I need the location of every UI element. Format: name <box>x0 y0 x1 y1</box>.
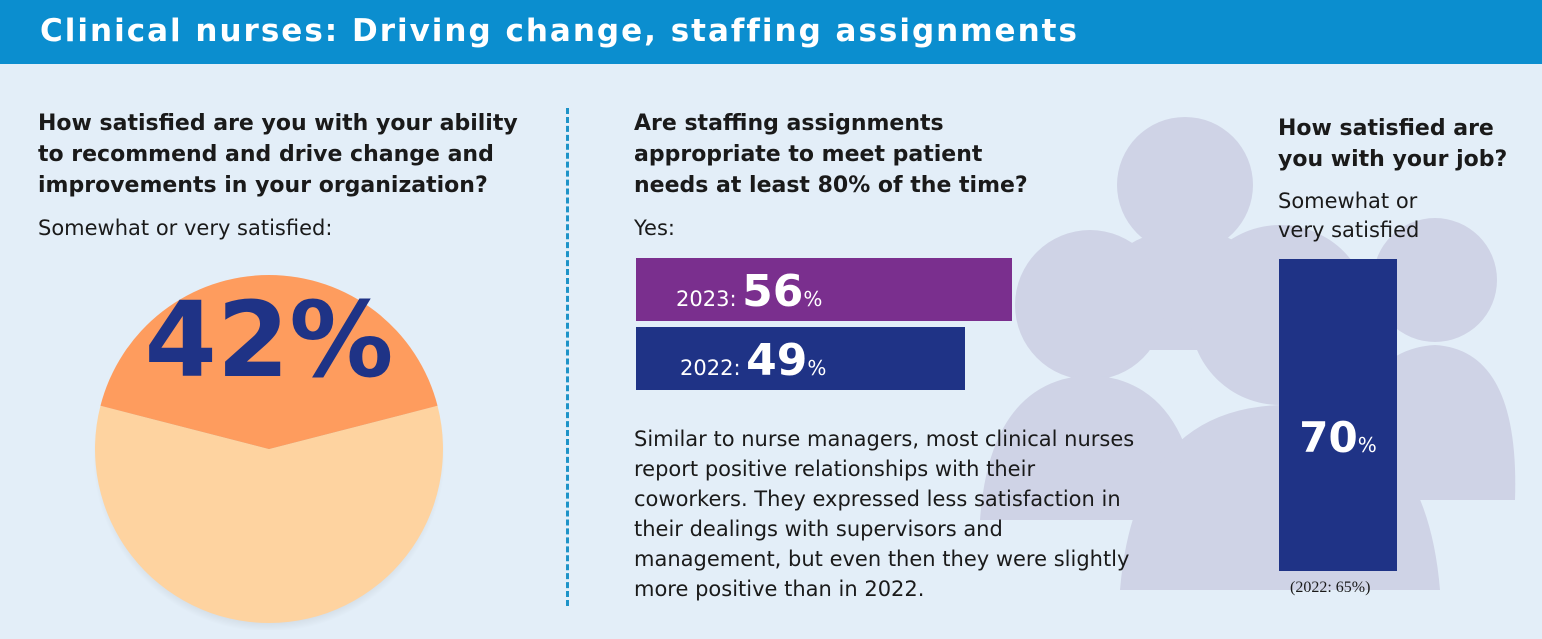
page-title: Clinical nurses: Driving change, staffin… <box>40 13 1079 49</box>
bar-2023 <box>636 258 1012 321</box>
bar-label-2022: 2022: 49% <box>680 335 826 386</box>
job-satisfaction-pct: % <box>1357 433 1377 457</box>
job-satisfaction-value: 70 <box>1299 413 1358 462</box>
left-label: Somewhat or very satisfied: <box>38 216 333 240</box>
bar-label-2023: 2023: 56% <box>676 266 822 317</box>
job-satisfaction-label: 70% <box>1279 413 1397 462</box>
bar-year-2023: 2023: <box>676 287 737 311</box>
middle-label: Yes: <box>634 216 675 240</box>
pie-chart: 42% <box>93 274 445 630</box>
pie-slice-satisfied <box>100 274 438 449</box>
bar-value-2022: 49 <box>746 335 808 386</box>
bar-year-2022: 2022: <box>680 356 741 380</box>
right-question: How satisfied are you with your job? <box>1278 116 1508 172</box>
job-satisfaction-bar <box>1279 259 1397 571</box>
right-label: Somewhat or very satisfied <box>1278 189 1420 242</box>
bar-2022 <box>636 327 965 390</box>
previous-year-note: (2022: 65%) <box>1290 579 1371 596</box>
pie-value-label: 42% <box>145 279 394 401</box>
bar-pct-2022: % <box>807 356 827 380</box>
middle-question: Are staffing assignments appropriate to … <box>634 111 1028 198</box>
note-paragraph: Similar to nurse managers, most clinical… <box>634 427 1135 601</box>
bar-pct-2023: % <box>803 287 823 311</box>
divider <box>566 108 569 606</box>
pie-slice-rest <box>95 405 443 623</box>
left-question: How satisfied are you with your ability … <box>38 111 518 198</box>
bar-value-2023: 56 <box>742 266 804 317</box>
header-banner: Clinical nurses: Driving change, staffin… <box>0 0 1542 64</box>
